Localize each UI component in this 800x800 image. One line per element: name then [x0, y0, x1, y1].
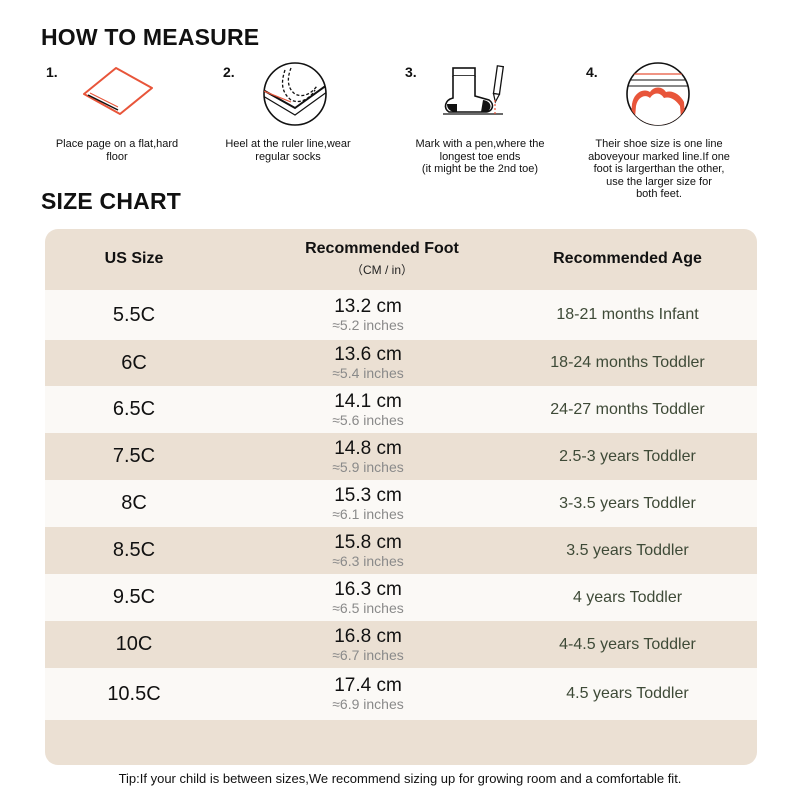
foot-length-cm: 13.6 cm [334, 344, 402, 365]
recommended-age-cell: 4.5 years Toddler [566, 685, 689, 702]
foot-length-cm: 16.8 cm [334, 625, 402, 647]
foot-length-cell: 15.3 cm ≈6.1 inches [268, 484, 468, 522]
size-chart-title: SIZE CHART [41, 188, 181, 214]
toe-line-icon [626, 62, 690, 126]
header-us-size-label: US Size [104, 250, 164, 267]
foot-length-cell: 13.6 cm ≈5.4 inches [268, 344, 468, 382]
recommended-age-cell: 24-27 months Toddler [550, 400, 705, 418]
heel-ruler-icon [263, 62, 327, 126]
recommended-age-cell: 2.5-3 years Toddler [559, 447, 696, 465]
header-us-size: US Size [45, 229, 223, 289]
foot-length-inches: ≈6.7 inches [332, 646, 404, 663]
step-description: Place page on a flat,hard floor [55, 138, 179, 163]
us-size-cell: 6C [121, 351, 147, 374]
foot-length-inches: ≈6.3 inches [332, 552, 404, 569]
foot-length-cell: 14.1 cm ≈5.6 inches [268, 390, 468, 428]
header-recommended-foot: Recommended Foot （CM / in） [268, 229, 496, 289]
recommended-age-cell: 4-4.5 years Toddler [559, 635, 696, 653]
table-row: 10.5C 17.4 cm ≈6.9 inches 4.5 years Toddler [45, 668, 757, 720]
foot-length-cm: 14.1 cm [334, 390, 402, 412]
how-to-measure-title: HOW TO MEASURE [41, 24, 260, 50]
table-row: 8C 15.3 cm ≈6.1 inches 3-3.5 years Toddler [45, 480, 757, 527]
step-number: 3. [405, 64, 417, 80]
foot-length-cm: 15.3 cm [334, 484, 402, 506]
us-size-cell: 8.5C [112, 539, 156, 561]
step-number: 1. [46, 64, 58, 80]
foot-length-inches: ≈5.2 inches [332, 317, 404, 333]
table-row: 9.5C 16.3 cm ≈6.5 inches 4 years Toddler [45, 574, 757, 621]
step-description: Heel at the ruler line,wear regular sock… [225, 138, 351, 163]
us-size-cell: 10C [115, 633, 153, 655]
header-foot-label: Recommended Foot [305, 240, 459, 257]
us-size-cell: 7.5C [112, 445, 156, 467]
recommended-age-cell: 18-24 months Toddler [550, 354, 705, 371]
size-chart-table: US Size Recommended Foot （CM / in） Recom… [45, 229, 757, 765]
foot-length-cm: 14.8 cm [334, 437, 402, 459]
step-description: Their shoe size is one line aboveyour ma… [588, 138, 730, 200]
table-row: 10C 16.8 cm ≈6.7 inches 4-4.5 years Toddler [45, 621, 757, 668]
foot-length-inches: ≈5.9 inches [332, 458, 404, 475]
us-size-cell: 10.5C [107, 682, 161, 705]
foot-length-cell: 16.8 cm ≈6.7 inches [268, 625, 468, 663]
recommended-age-cell: 4 years Toddler [572, 588, 683, 606]
us-size-cell: 9.5C [112, 586, 156, 608]
step-number: 4. [586, 64, 598, 80]
recommended-age-cell: 3-3.5 years Toddler [559, 494, 696, 512]
foot-length-cm: 17.4 cm [334, 675, 402, 696]
table-row: 7.5C 14.8 cm ≈5.9 inches 2.5-3 years Toddle… [45, 433, 757, 480]
foot-length-cell: 17.4 cm ≈6.9 inches [268, 675, 468, 713]
header-recommended-age: Recommended Age [515, 229, 740, 289]
table-row: 6C 13.6 cm ≈5.4 inches 18-24 months Toddler [45, 340, 757, 386]
table-row: 8.5C 15.8 cm ≈6.3 inches 3.5 years Toddler [45, 527, 757, 574]
foot-length-cell: 13.2 cm ≈5.2 inches [268, 296, 468, 334]
flat-paper-icon [83, 67, 153, 115]
table-row: 5.5C 13.2 cm ≈5.2 inches 18-21 months Infan… [45, 290, 757, 340]
foot-length-cm: 15.8 cm [334, 531, 402, 553]
header-age-label: Recommended Age [553, 250, 702, 267]
step-number: 2. [223, 64, 235, 80]
us-size-cell: 6.5C [112, 398, 156, 420]
us-size-cell: 8C [121, 492, 147, 514]
recommended-age-cell: 18-21 months Infant [556, 306, 699, 323]
us-size-cell: 5.5C [112, 303, 156, 326]
step-description: Mark with a pen,where the longest toe en… [415, 138, 545, 175]
foot-length-cm: 13.2 cm [334, 296, 402, 317]
foot-length-inches: ≈6.9 inches [332, 696, 404, 712]
foot-length-cell: 15.8 cm ≈6.3 inches [268, 531, 468, 569]
foot-length-inches: ≈6.1 inches [332, 505, 404, 522]
foot-length-inches: ≈6.5 inches [332, 599, 404, 616]
foot-length-cell: 14.8 cm ≈5.9 inches [268, 437, 468, 475]
foot-length-inches: ≈5.6 inches [332, 411, 404, 428]
sock-pen-icon [443, 65, 505, 115]
sizing-tip: Tip:If your child is between sizes,We re… [118, 771, 682, 786]
foot-length-inches: ≈5.4 inches [332, 365, 404, 381]
foot-length-cm: 16.3 cm [334, 578, 402, 600]
recommended-age-cell: 3.5 years Toddler [566, 541, 689, 559]
foot-length-cell: 16.3 cm ≈6.5 inches [268, 578, 468, 616]
header-foot-units: （CM / in） [350, 263, 413, 277]
table-row: 6.5C 14.1 cm ≈5.6 inches 24-27 months Toddl… [45, 386, 757, 433]
